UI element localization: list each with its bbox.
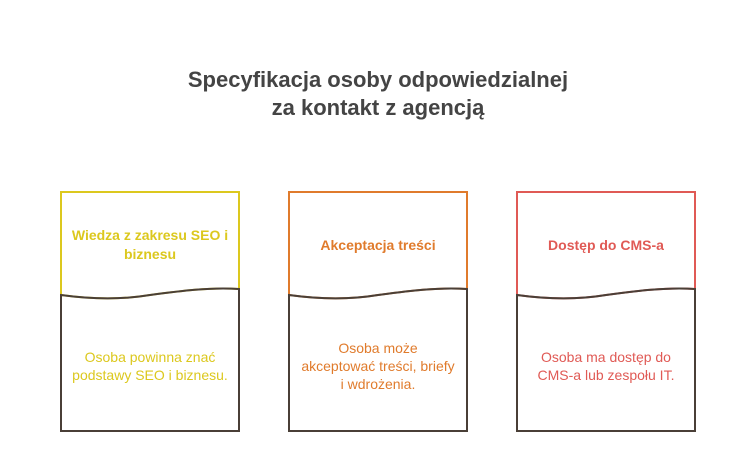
diagram-title: Specyfikacja osoby odpowiedzialnej za ko… — [0, 66, 756, 122]
card-description: Osoba ma dostęp do CMS-a lub zespołu IT. — [537, 349, 675, 383]
card-frame — [288, 191, 468, 432]
title-line-1: Specyfikacja osoby odpowiedzialnej — [187, 67, 569, 92]
card-heading: Dostęp do CMS-a — [548, 236, 664, 253]
card-heading: Akceptacja treści — [320, 236, 436, 253]
card-seo-knowledge: Wiedza z zakresu SEO i biznesu Osoba pow… — [60, 191, 240, 432]
card-description: Osoba powinna znać podstawy SEO i biznes… — [72, 349, 228, 383]
card-heading: Wiedza z zakresu SEO i biznesu — [71, 227, 229, 262]
card-description: Osoba może akceptować treści, briefy i w… — [301, 340, 455, 392]
card-content-approval: Akceptacja treści Osoba może akceptować … — [288, 191, 468, 432]
card-frame — [60, 191, 240, 432]
card-cms-access: Dostęp do CMS-a Osoba ma dostęp do CMS-a… — [516, 191, 696, 432]
card-frame — [516, 191, 696, 432]
title-line-2: za kontakt z agencją — [271, 95, 485, 120]
